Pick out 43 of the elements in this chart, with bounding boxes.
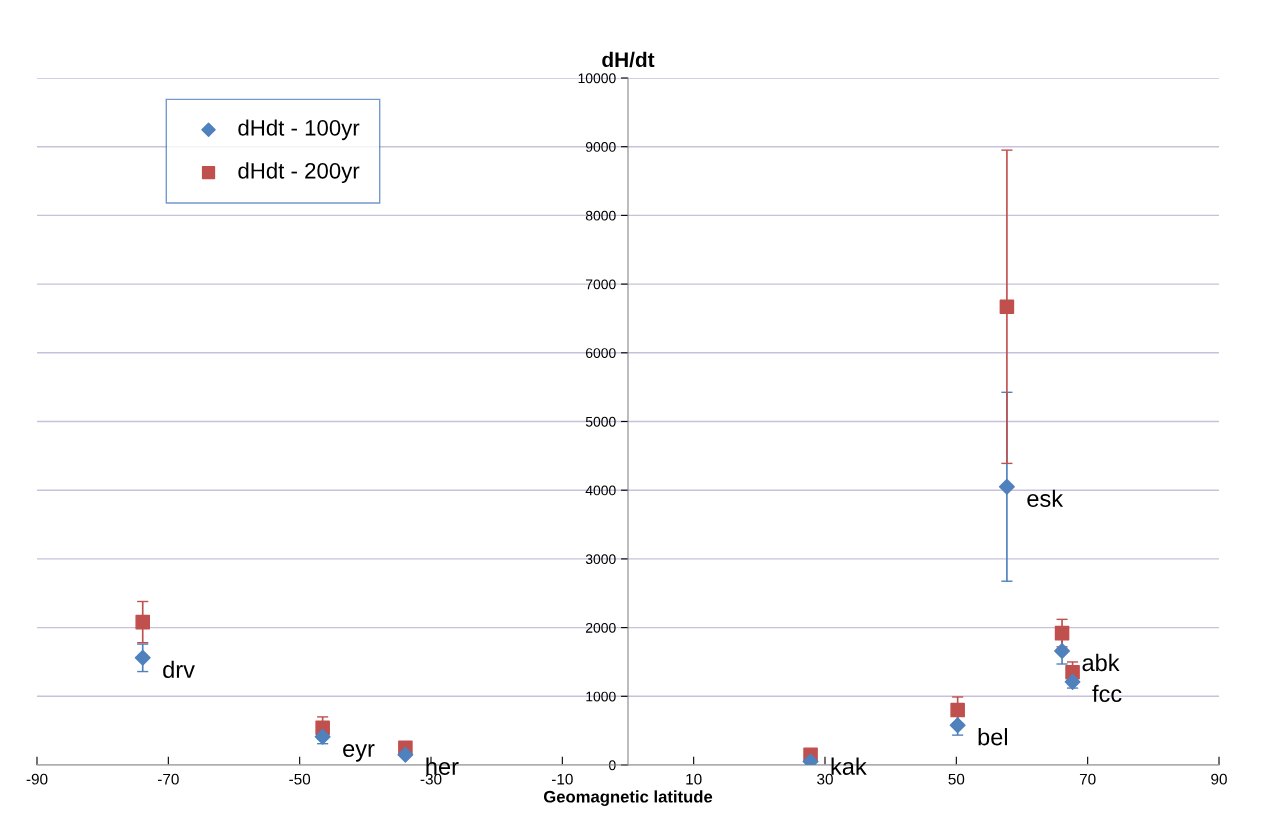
legend-label: dHdt - 200yr <box>238 162 360 184</box>
annotation: fcc <box>1092 684 1122 703</box>
y-tick-label: 0 <box>609 760 616 771</box>
annotation: eyr <box>343 744 375 762</box>
y-tick-label: 4000 <box>585 485 616 496</box>
x-tick-label: -30 <box>420 773 442 785</box>
chart-title: dH/dt <box>602 51 655 68</box>
y-tick-label: 1000 <box>586 691 616 702</box>
y-tick-label: 5000 <box>585 416 616 427</box>
y-tick-label: 2000 <box>586 622 616 633</box>
y-tick-label: 6000 <box>586 348 616 358</box>
point <box>397 746 414 763</box>
x-tick-label: 70 <box>1079 773 1096 785</box>
x-tick-label: -70 <box>157 773 179 785</box>
x-tick-label: -90 <box>26 773 48 785</box>
annotation: drv <box>163 660 195 679</box>
x-tick-label: 90 <box>1211 773 1227 785</box>
point <box>134 649 151 666</box>
y-tick-label: 8000 <box>585 210 616 221</box>
x-tick-label: -10 <box>551 773 573 785</box>
annotation: kak <box>831 757 867 775</box>
point <box>998 478 1015 495</box>
x-axis-title: Geomagnetic latitude <box>543 790 713 806</box>
x-tick-label: 30 <box>817 773 833 785</box>
point <box>314 728 331 745</box>
legend-label: dHdt - 100yr <box>238 119 360 141</box>
point <box>1054 625 1070 641</box>
point <box>135 614 151 630</box>
annotation: esk <box>1027 489 1064 507</box>
y-tick-label: 7000 <box>586 279 616 290</box>
point <box>950 702 965 718</box>
x-tick-label: 50 <box>948 773 965 785</box>
x-tick-label: 10 <box>686 773 702 785</box>
annotation: her <box>426 757 459 775</box>
point <box>1054 642 1071 659</box>
point <box>999 299 1015 315</box>
y-tick-label: 10000 <box>578 73 616 84</box>
annotation: bel <box>978 728 1008 746</box>
y-tick-label: 3000 <box>585 554 616 565</box>
annotation: abk <box>1082 653 1120 672</box>
point <box>1064 673 1081 690</box>
x-tick-label: -50 <box>289 773 311 785</box>
y-tick-label: 9000 <box>585 142 616 152</box>
